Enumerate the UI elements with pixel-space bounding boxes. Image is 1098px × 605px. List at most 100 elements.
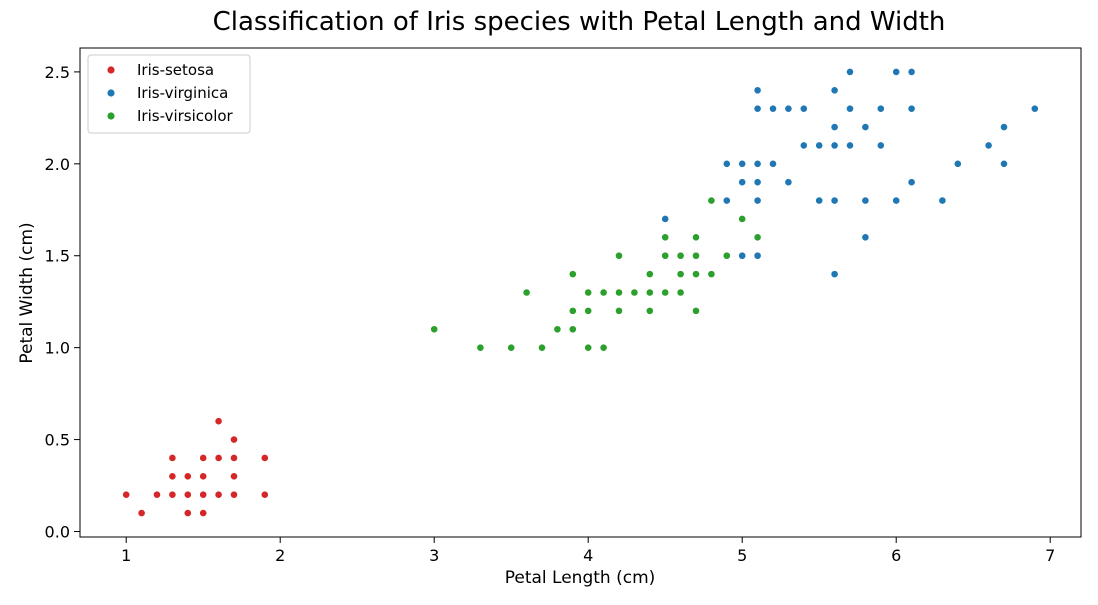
data-point [953, 159, 962, 168]
data-point [892, 196, 901, 205]
x-tick-label: 5 [737, 546, 747, 565]
data-point [753, 196, 762, 205]
y-axis-label: Petal Width (cm) [17, 222, 37, 363]
data-point [876, 141, 885, 150]
data-point [722, 196, 731, 205]
y-axis: 0.0 0.5 1.0 1.5 2.0 2.5 [45, 63, 80, 541]
legend-label: Iris-virginica [137, 84, 228, 102]
y-tick-label: 1.5 [45, 247, 70, 266]
data-point [784, 104, 793, 113]
data-point [738, 215, 747, 223]
data-point [753, 251, 762, 260]
data-point [830, 141, 839, 150]
data-point [568, 325, 577, 334]
data-point [784, 178, 793, 187]
data-point [661, 215, 670, 223]
data-point [907, 67, 916, 76]
data-point [907, 178, 916, 187]
data-point [230, 490, 238, 499]
data-point [538, 343, 546, 352]
data-point [830, 196, 839, 205]
data-point [676, 288, 685, 297]
legend-box [87, 54, 251, 134]
data-point [199, 490, 208, 499]
data-point [599, 343, 608, 352]
data-point [645, 306, 654, 315]
data-point [153, 490, 161, 499]
data-point [722, 251, 731, 260]
data-point [214, 454, 223, 462]
data-point [907, 104, 916, 113]
data-point [876, 104, 885, 113]
data-point [230, 472, 238, 481]
data-point [615, 288, 623, 297]
data-point [707, 196, 716, 205]
data-point [1030, 104, 1039, 113]
data-point [661, 288, 670, 297]
data-point [892, 67, 901, 76]
y-tick-label: 2.0 [45, 155, 70, 174]
data-point [522, 288, 531, 297]
data-point [692, 306, 700, 315]
data-point [183, 472, 192, 481]
data-point [661, 251, 670, 260]
data-point [846, 67, 854, 76]
data-point [830, 86, 839, 95]
x-tick-label: 3 [429, 546, 439, 565]
data-point [799, 104, 808, 113]
y-tick-label: 0.5 [45, 431, 70, 450]
data-point [861, 233, 870, 242]
x-tick-label: 2 [275, 546, 285, 565]
series-iris-virsicolor [430, 196, 762, 352]
x-axis-label: Petal Length (cm) [505, 568, 656, 588]
data-point [753, 178, 762, 187]
data-point [214, 490, 223, 499]
data-point [938, 196, 947, 205]
x-tick-label: 1 [121, 546, 131, 565]
data-point [645, 270, 654, 279]
data-point [738, 251, 747, 260]
data-point [753, 233, 762, 242]
data-point [199, 509, 208, 518]
data-point [846, 104, 854, 113]
data-point [183, 490, 192, 499]
data-point [584, 306, 593, 315]
x-axis: 1 2 3 4 5 6 7 [121, 537, 1055, 565]
data-point [830, 270, 839, 279]
data-point [230, 435, 238, 444]
data-point [214, 417, 223, 426]
data-point [430, 325, 439, 334]
data-point [553, 325, 562, 334]
data-point [122, 490, 131, 499]
data-point [753, 86, 762, 95]
data-point [615, 306, 623, 315]
y-tick-label: 0.0 [45, 522, 70, 541]
x-tick-label: 6 [891, 546, 901, 565]
data-point [199, 472, 208, 481]
data-point [168, 490, 177, 499]
data-point [738, 159, 747, 168]
legend-marker [107, 112, 115, 120]
data-point [676, 251, 685, 260]
data-point [599, 288, 608, 297]
data-point [861, 123, 870, 131]
data-point [692, 270, 700, 279]
data-point [861, 196, 870, 205]
series-iris-virginica [661, 67, 1039, 279]
data-point [568, 306, 577, 315]
data-point [692, 233, 700, 242]
data-point [183, 509, 192, 518]
data-point [769, 159, 777, 168]
data-point [799, 141, 808, 150]
data-point [738, 178, 747, 187]
data-point [584, 343, 593, 352]
data-point [168, 454, 177, 462]
data-point [507, 343, 516, 352]
plot-area [122, 67, 1039, 518]
x-tick-label: 7 [1045, 546, 1055, 565]
data-point [661, 233, 670, 242]
data-point [984, 141, 993, 150]
data-point [168, 472, 177, 481]
